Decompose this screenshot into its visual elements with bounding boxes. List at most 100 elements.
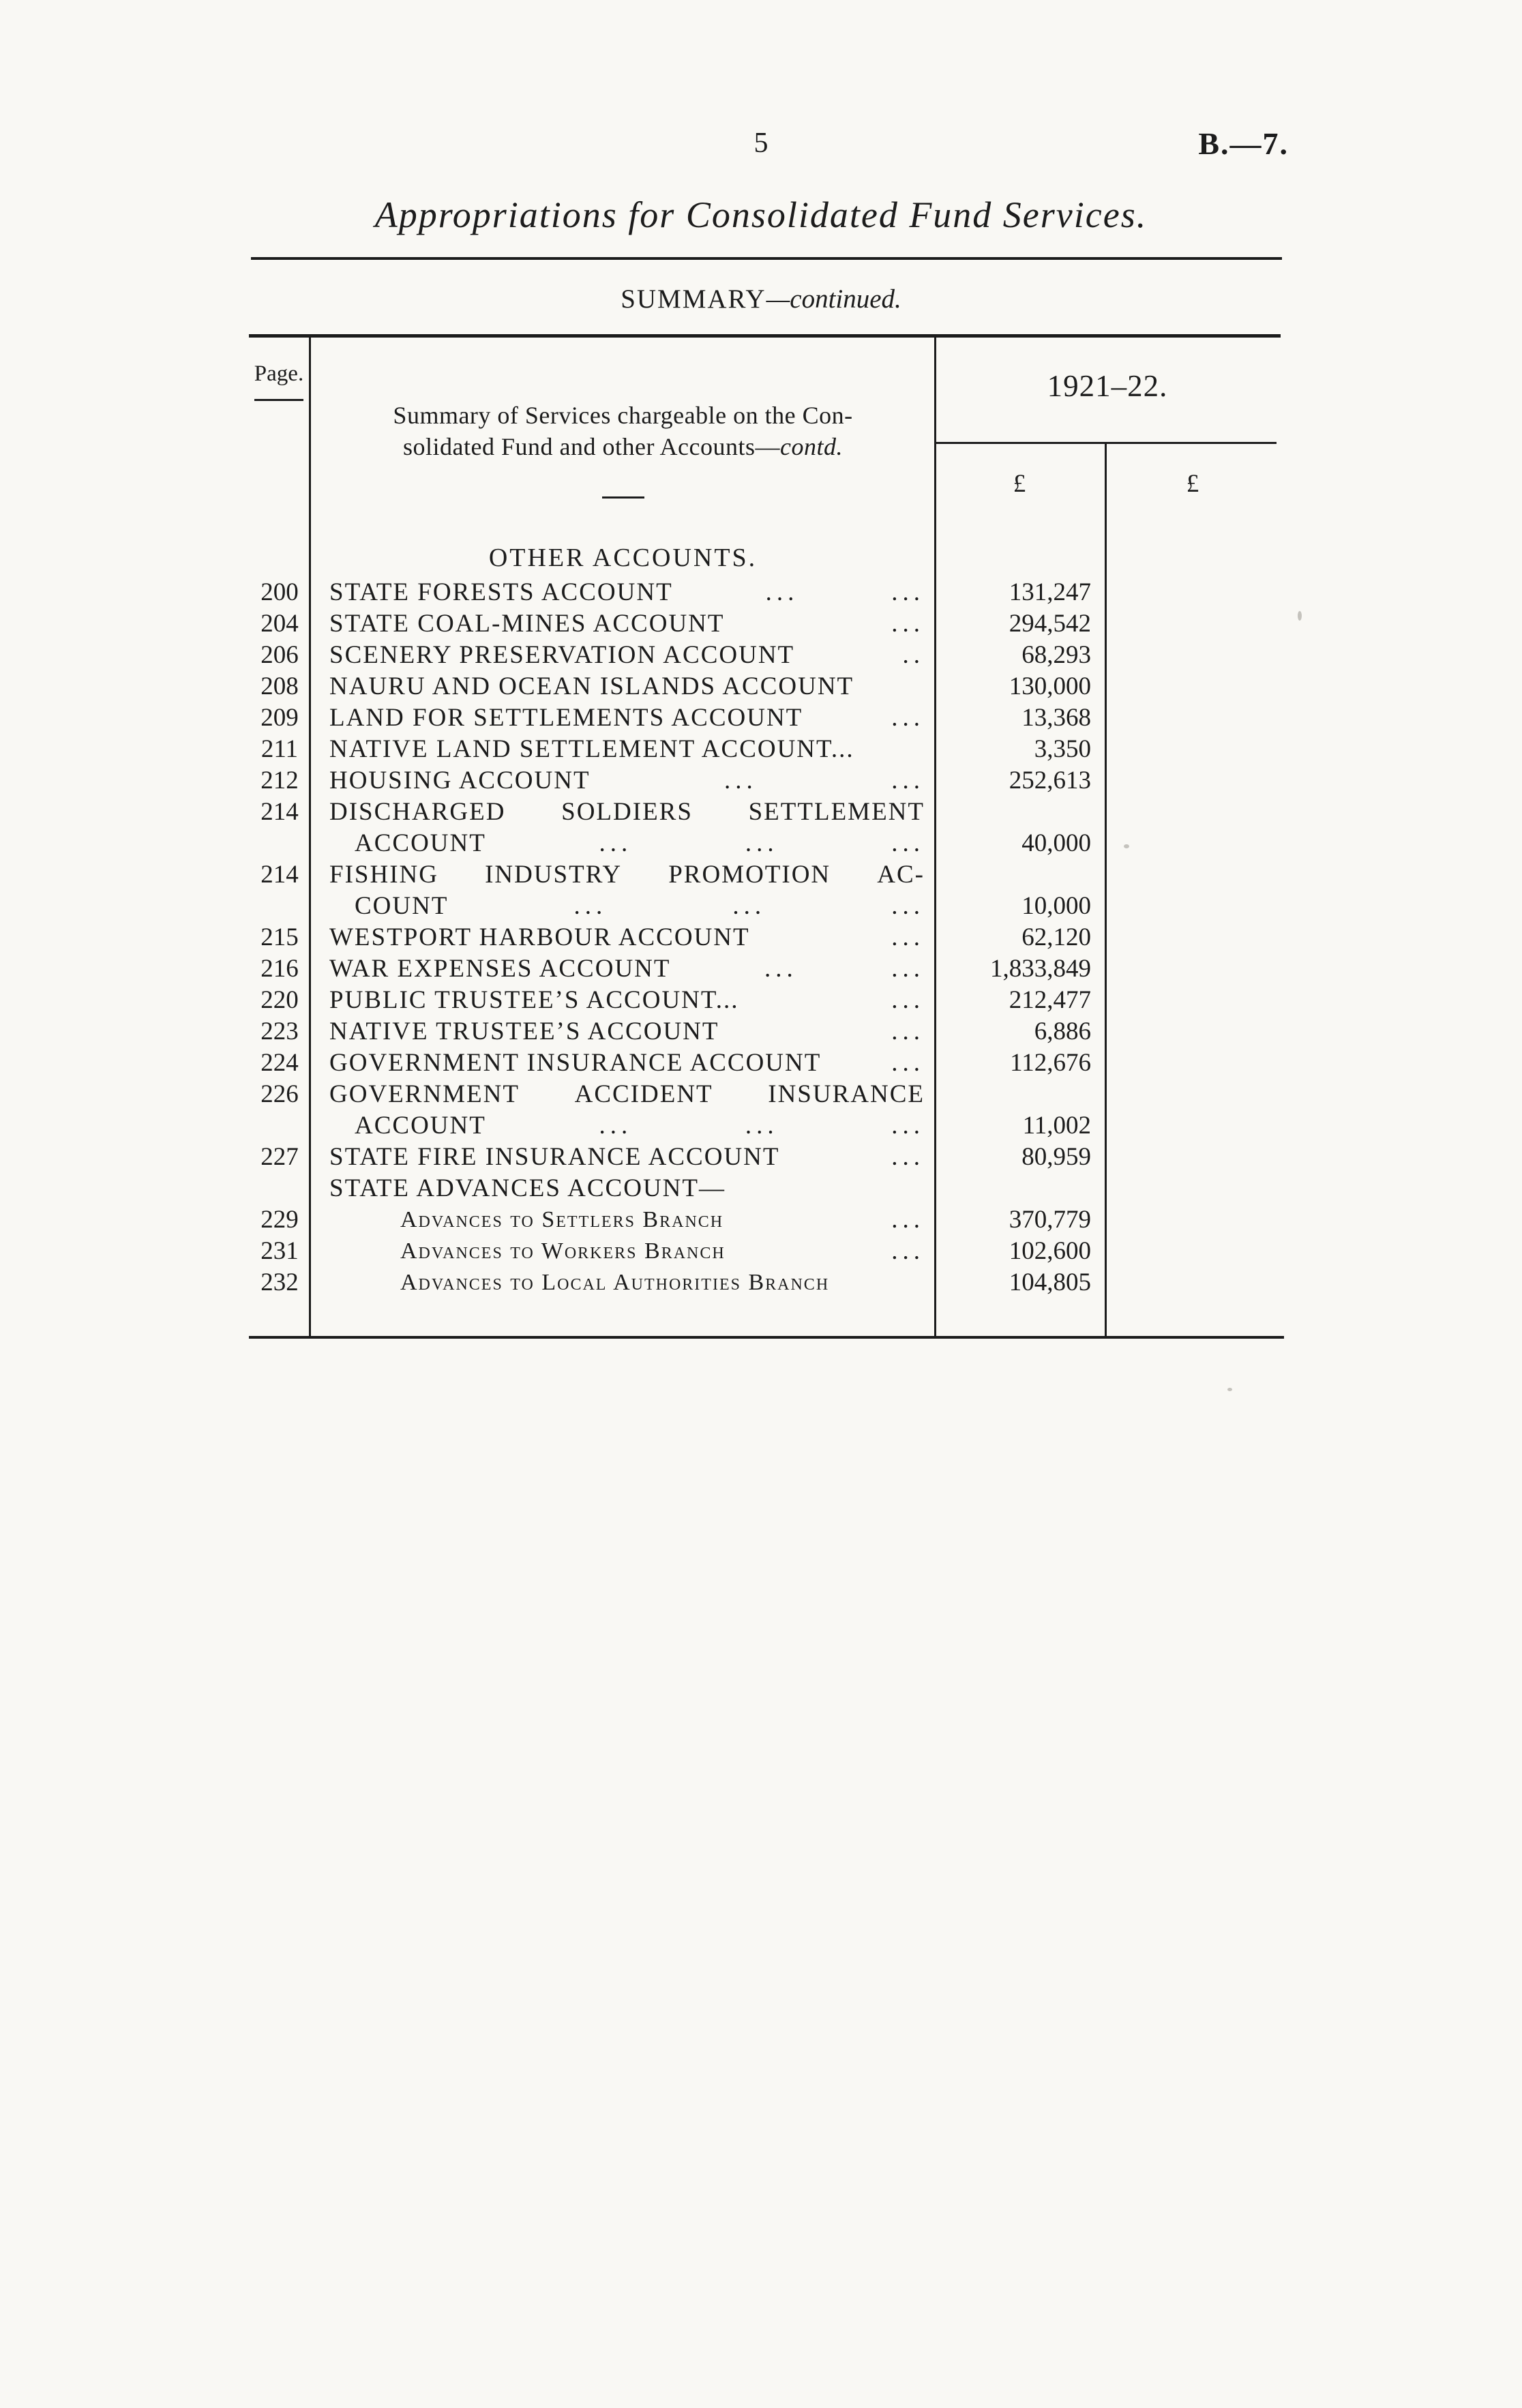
amount-value: 68,293	[1021, 641, 1091, 669]
leader-dots: ...	[764, 955, 798, 983]
account-name-wrap: ACCOUNT	[355, 829, 486, 857]
description-column-header: Summary of Services chargeable on the Co…	[310, 400, 936, 462]
leader-dots: ...	[891, 1049, 925, 1077]
amount-value: 294,542	[1009, 610, 1091, 638]
account-name: LAND FOR SETTLEMENTS ACCOUNT	[329, 704, 803, 732]
table-row: 227 STATE FIRE INSURANCE ACCOUNT... 80,9…	[249, 1142, 1281, 1173]
row-page-number: 206	[260, 641, 299, 669]
row-page-number: 226	[260, 1080, 299, 1108]
table-row: 204 STATE COAL-MINES ACCOUNT... 294,542	[249, 608, 1281, 640]
scan-speck	[1227, 1388, 1232, 1391]
table-row: 208 NAURU AND OCEAN ISLANDS ACCOUNT 130,…	[249, 671, 1281, 702]
leader-dots: ...	[732, 892, 766, 920]
amount-value: 80,959	[1021, 1143, 1091, 1171]
amount-subcolumn-divider	[1105, 442, 1107, 1336]
scan-speck	[1124, 844, 1129, 848]
table-row: 212 HOUSING ACCOUNT...... 252,613	[249, 765, 1281, 797]
amount-value: 13,368	[1021, 704, 1091, 732]
amount-value: 131,247	[1009, 578, 1091, 606]
table-bottom-rule	[249, 1336, 1284, 1339]
account-name: DISCHARGED	[329, 798, 506, 826]
table-row: 214 FISHING INDUSTRY PROMOTION AC- COUNT...…	[249, 859, 1281, 922]
table-row: 223 NATIVE TRUSTEE’S ACCOUNT... 6,886	[249, 1016, 1281, 1047]
table-row: 220 PUBLIC TRUSTEE’S ACCOUNT...... 212,4…	[249, 985, 1281, 1016]
amount-value: 104,805	[1009, 1268, 1091, 1296]
account-name: NATIVE TRUSTEE’S ACCOUNT	[329, 1017, 719, 1045]
document-title: Appropriations for Consolidated Fund Ser…	[374, 194, 1148, 235]
summary-heading-caps: SUMMARY	[621, 284, 766, 314]
account-name: NAURU AND OCEAN ISLANDS ACCOUNT	[329, 672, 854, 700]
table-row: 200 STATE FORESTS ACCOUNT...... 131,247	[249, 577, 1281, 608]
table-row: 209 LAND FOR SETTLEMENTS ACCOUNT... 13,3…	[249, 702, 1281, 734]
amount-column-divider	[934, 338, 936, 1336]
table-top-rule	[249, 334, 1281, 338]
leader-dots: ...	[891, 1143, 925, 1171]
table-row: 232 Advances to Local Authorities Branch…	[249, 1267, 1281, 1298]
row-page-number: 231	[260, 1237, 299, 1265]
page-column-divider	[309, 338, 311, 1336]
row-page-number: 214	[260, 798, 299, 826]
row-page-number: 229	[260, 1206, 299, 1234]
leader-dots: ...	[891, 923, 925, 951]
row-page-number: 215	[260, 923, 299, 951]
row-page-number: 216	[260, 955, 299, 983]
table-row: 216 WAR EXPENSES ACCOUNT...... 1,833,849	[249, 953, 1281, 985]
row-page-number: 224	[260, 1049, 299, 1077]
table-body: OTHER ACCOUNTS. 200 STATE FORESTS ACCOUN…	[249, 539, 1281, 1298]
amount-value: 10,000	[1021, 892, 1091, 920]
row-page-number: 227	[260, 1143, 299, 1171]
row-page-number: 214	[260, 861, 299, 889]
account-name: Advances to Settlers Branch	[400, 1207, 724, 1232]
row-page-number: 204	[260, 610, 299, 638]
leader-dots: ...	[765, 578, 799, 606]
account-name: STATE COAL-MINES ACCOUNT	[329, 610, 725, 638]
row-page-number: 223	[260, 1017, 299, 1045]
leader-dots: ...	[599, 1112, 633, 1140]
amount-value: 6,886	[1034, 1017, 1091, 1045]
leader-dots: ...	[891, 955, 925, 983]
account-name: GOVERNMENT INSURANCE ACCOUNT	[329, 1049, 822, 1077]
row-page-number: 200	[260, 578, 299, 606]
row-page-number: 220	[260, 986, 299, 1014]
leader-dots: ...	[891, 1206, 925, 1234]
leader-dots: ...	[724, 767, 758, 794]
document-reference: B.—7.	[1198, 126, 1289, 161]
leader-dots: ...	[599, 829, 633, 857]
year-column-header: 1921–22.	[1047, 369, 1168, 403]
leader-dots: ..	[902, 641, 925, 669]
account-name: STATE FIRE INSURANCE ACCOUNT	[329, 1143, 780, 1171]
table-row: 206 SCENERY PRESERVATION ACCOUNT.. 68,29…	[249, 640, 1281, 671]
summary-heading-continued: —continued.	[766, 284, 901, 314]
row-page-number: 208	[260, 672, 299, 700]
title-rule	[251, 257, 1282, 260]
row-page-number: 209	[260, 704, 299, 732]
account-name: SCENERY PRESERVATION ACCOUNT	[329, 641, 795, 669]
amount-value: 112,676	[1010, 1049, 1091, 1077]
account-name: PUBLIC TRUSTEE’S ACCOUNT...	[329, 986, 739, 1014]
leader-dots: ...	[891, 610, 925, 638]
scan-speck	[1298, 611, 1302, 621]
leader-dots: ...	[891, 829, 925, 857]
row-page-number: 212	[260, 767, 299, 794]
leader-dots: ...	[891, 1112, 925, 1140]
currency-symbol-left: £	[1013, 470, 1026, 498]
amount-value: 11,002	[1022, 1112, 1091, 1140]
leader-dots: ...	[891, 892, 925, 920]
account-name: FISHING	[329, 861, 438, 889]
account-name-wrap: ACCOUNT	[355, 1112, 486, 1140]
page-number-top: 5	[753, 128, 769, 159]
table-row: 229 Advances to Settlers Branch... 370,7…	[249, 1204, 1281, 1236]
description-header-dash	[602, 496, 644, 499]
table-row: 214 DISCHARGED SOLDIERS SETTLEMENT ACCOUNT…	[249, 797, 1281, 859]
leader-dots: ...	[745, 829, 779, 857]
row-page-number: 232	[260, 1268, 299, 1296]
leader-dots: ...	[891, 1017, 925, 1045]
amount-value: 130,000	[1009, 672, 1091, 700]
table-row: STATE ADVANCES ACCOUNT—	[249, 1173, 1281, 1204]
amount-value: 252,613	[1009, 767, 1091, 794]
account-name: STATE FORESTS ACCOUNT	[329, 578, 673, 606]
leader-dots: ...	[891, 986, 925, 1014]
amount-value: 62,120	[1021, 923, 1091, 951]
row-page-number: 211	[260, 735, 299, 763]
